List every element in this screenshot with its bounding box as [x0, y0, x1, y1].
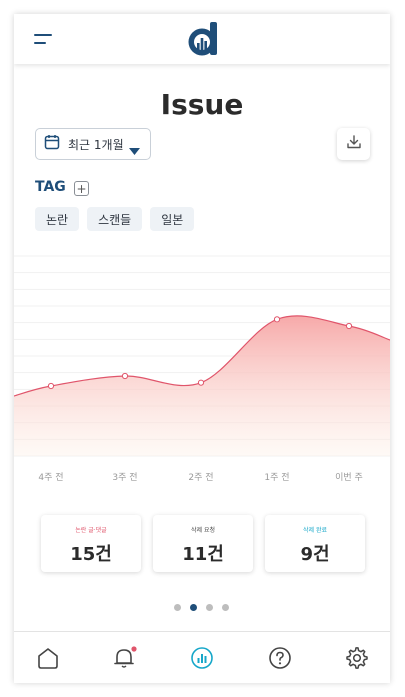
- page-dot[interactable]: [222, 604, 229, 611]
- caret-down-icon: [129, 141, 140, 160]
- data-point: [121, 372, 129, 380]
- data-point: [47, 382, 55, 390]
- download-icon: [346, 134, 362, 154]
- x-tick-label: 1주 전: [264, 472, 289, 483]
- tag-chip[interactable]: 논란: [35, 207, 80, 231]
- top-bar: [14, 14, 390, 64]
- issue-trend-chart: 4주 전 3주 전 2주 전 1주 전 이번 주: [14, 255, 390, 483]
- home-icon[interactable]: [35, 645, 61, 671]
- data-point: [273, 316, 281, 323]
- series-area: [14, 315, 390, 456]
- calendar-icon: [44, 134, 60, 154]
- stat-value: 15건: [70, 544, 112, 565]
- stat-caption: 논란 글·댓글: [75, 527, 107, 534]
- page-dot[interactable]: [174, 604, 181, 611]
- date-range-label: 최근 1개월: [68, 137, 124, 152]
- data-point: [345, 322, 353, 330]
- menu-icon[interactable]: [32, 30, 56, 50]
- data-point: [197, 379, 205, 386]
- tag-chip[interactable]: 스캔들: [87, 207, 143, 231]
- stat-caption: 삭제 완료: [303, 527, 327, 534]
- x-tick-label: 3주 전: [112, 472, 137, 483]
- stat-value: 11건: [182, 544, 224, 565]
- tag-chip[interactable]: 일본: [150, 207, 195, 231]
- x-tick-label: 이번 주: [335, 472, 363, 483]
- stat-card-delete-complete[interactable]: 삭제 완료 9건: [265, 515, 365, 572]
- chart-icon[interactable]: [189, 645, 215, 671]
- page-title: Issue: [160, 88, 244, 121]
- add-tag-button[interactable]: +: [74, 181, 89, 196]
- page-indicator: [174, 604, 229, 611]
- stat-card-delete-request[interactable]: 삭제 요청 11건: [153, 515, 253, 572]
- stat-caption: 삭제 요청: [191, 527, 215, 534]
- tag-heading: TAG: [35, 179, 66, 195]
- bottom-nav: [14, 631, 390, 683]
- page-dot-active[interactable]: [190, 604, 197, 611]
- stat-value: 9건: [300, 544, 330, 565]
- notification-badge: [131, 646, 137, 652]
- app-logo-icon[interactable]: [186, 21, 220, 57]
- help-icon[interactable]: [267, 645, 293, 671]
- page-dot[interactable]: [206, 604, 213, 611]
- app-frame: Issue 최근 1개월 TAG + 논란 스캔들 일본 4주 전 3주: [14, 14, 390, 683]
- x-tick-label: 4주 전: [38, 472, 63, 483]
- date-range-select[interactable]: 최근 1개월: [35, 128, 151, 160]
- stat-card-controversy[interactable]: 논란 글·댓글 15건: [41, 515, 141, 572]
- bell-icon[interactable]: [111, 645, 137, 671]
- tag-list: 논란 스캔들 일본: [35, 207, 195, 231]
- download-button[interactable]: [337, 128, 370, 160]
- settings-icon[interactable]: [344, 645, 370, 671]
- x-tick-label: 2주 전: [188, 472, 213, 483]
